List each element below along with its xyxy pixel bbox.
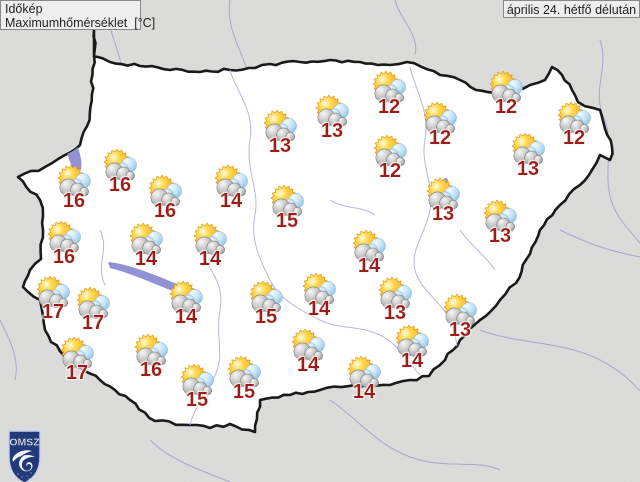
svg-text:15: 15: [276, 210, 298, 232]
svg-text:16: 16: [140, 359, 162, 381]
svg-text:15: 15: [255, 306, 277, 328]
svg-text:13: 13: [384, 302, 406, 324]
svg-text:14: 14: [353, 381, 376, 403]
svg-text:16: 16: [63, 190, 85, 212]
svg-text:12: 12: [429, 127, 451, 149]
svg-text:16: 16: [109, 174, 131, 196]
svg-text:12: 12: [379, 160, 401, 182]
svg-text:17: 17: [66, 362, 88, 384]
svg-text:17: 17: [82, 312, 104, 334]
svg-text:14: 14: [308, 298, 331, 320]
svg-text:13: 13: [489, 225, 511, 247]
svg-text:13: 13: [269, 135, 291, 157]
svg-text:17: 17: [42, 301, 64, 323]
svg-text:14: 14: [297, 354, 320, 376]
svg-text:14: 14: [135, 248, 158, 270]
svg-text:14: 14: [358, 255, 381, 277]
svg-text:16: 16: [154, 200, 176, 222]
svg-text:13: 13: [432, 203, 454, 225]
svg-text:15: 15: [186, 389, 208, 411]
svg-text:13: 13: [321, 120, 343, 142]
svg-text:14: 14: [199, 248, 222, 270]
svg-text:16: 16: [53, 246, 75, 268]
svg-text:14: 14: [175, 306, 198, 328]
svg-text:13: 13: [517, 158, 539, 180]
svg-text:OMSZ: OMSZ: [9, 437, 40, 449]
svg-text:12: 12: [563, 127, 585, 149]
svg-text:12: 12: [495, 96, 517, 118]
svg-text:14: 14: [220, 190, 243, 212]
svg-text:14: 14: [401, 350, 424, 372]
svg-text:12: 12: [378, 96, 400, 118]
svg-text:13: 13: [449, 319, 471, 341]
svg-text:15: 15: [233, 381, 255, 403]
